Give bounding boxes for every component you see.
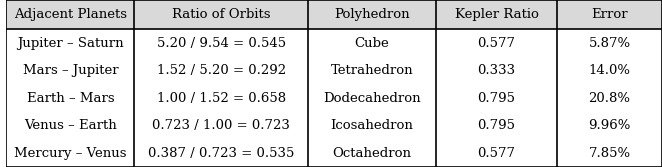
Text: Mercury – Venus: Mercury – Venus (14, 147, 126, 160)
Text: 7.85%: 7.85% (589, 147, 631, 160)
Text: 0.723 / 1.00 = 0.723: 0.723 / 1.00 = 0.723 (152, 119, 290, 132)
Bar (7, 57, 662, 84)
Text: 0.387 / 0.723 = 0.535: 0.387 / 0.723 = 0.535 (148, 147, 295, 160)
Text: Error: Error (591, 8, 628, 21)
Text: 5.87%: 5.87% (589, 37, 631, 49)
Text: 14.0%: 14.0% (589, 64, 631, 77)
Bar (7, 139, 662, 167)
Text: 1.52 / 5.20 = 0.292: 1.52 / 5.20 = 0.292 (157, 64, 286, 77)
Text: Octahedron: Octahedron (332, 147, 411, 160)
Text: 0.577: 0.577 (477, 147, 516, 160)
Text: 20.8%: 20.8% (589, 92, 631, 105)
Text: Jupiter – Saturn: Jupiter – Saturn (17, 37, 124, 49)
Text: 1.00 / 1.52 = 0.658: 1.00 / 1.52 = 0.658 (157, 92, 286, 105)
Text: Tetrahedron: Tetrahedron (330, 64, 413, 77)
Text: Icosahedron: Icosahedron (330, 119, 413, 132)
Bar (7, 84, 662, 112)
Text: Ratio of Orbits: Ratio of Orbits (172, 8, 270, 21)
Text: Polyhedron: Polyhedron (334, 8, 410, 21)
Bar (7, 29, 662, 57)
Text: 0.795: 0.795 (477, 92, 516, 105)
Text: Venus – Earth: Venus – Earth (24, 119, 117, 132)
Text: Dodecahedron: Dodecahedron (323, 92, 421, 105)
Bar (7, 112, 662, 139)
Text: 5.20 / 9.54 = 0.545: 5.20 / 9.54 = 0.545 (157, 37, 286, 49)
Bar (7, 0, 662, 29)
Text: 0.795: 0.795 (477, 119, 516, 132)
Text: Cube: Cube (355, 37, 389, 49)
Text: 0.577: 0.577 (477, 37, 516, 49)
Text: 0.333: 0.333 (477, 64, 516, 77)
Text: Mars – Jupiter: Mars – Jupiter (23, 64, 118, 77)
Text: Adjacent Planets: Adjacent Planets (14, 8, 127, 21)
Text: Earth – Mars: Earth – Mars (26, 92, 115, 105)
Text: Kepler Ratio: Kepler Ratio (455, 8, 538, 21)
Text: 9.96%: 9.96% (589, 119, 631, 132)
